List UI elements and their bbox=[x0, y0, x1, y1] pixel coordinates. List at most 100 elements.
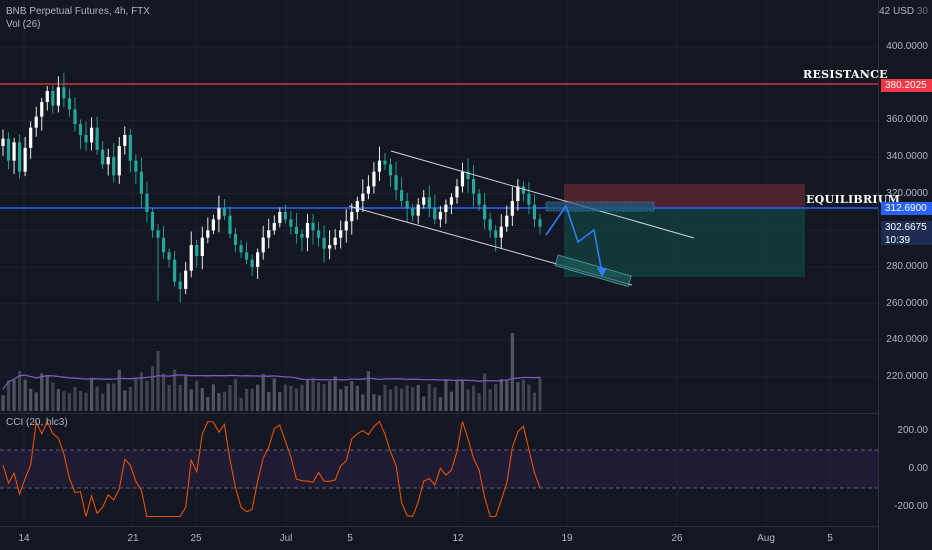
candle-body bbox=[316, 230, 321, 238]
volume-bar bbox=[322, 384, 326, 411]
volume-bar bbox=[355, 385, 359, 411]
volume-bar bbox=[34, 392, 38, 411]
candle-body bbox=[189, 245, 193, 271]
equilibrium-annotation: EQUILIBRIUM bbox=[806, 193, 901, 206]
projected-path-arrowhead bbox=[597, 268, 607, 277]
price-axis-tick: 320.0000 bbox=[886, 187, 928, 199]
candle-body bbox=[173, 259, 177, 282]
candle-body bbox=[62, 87, 66, 99]
volume-bar bbox=[51, 382, 55, 411]
candle-body bbox=[422, 197, 426, 205]
volume-bar bbox=[405, 385, 409, 411]
volume-bar bbox=[161, 373, 166, 411]
resistance-annotation: RESISTANCE bbox=[803, 68, 888, 81]
price-axis-tick: 400.0000 bbox=[886, 41, 928, 52]
volume-bar bbox=[128, 386, 132, 411]
candle-body bbox=[405, 201, 409, 209]
candle-body bbox=[23, 147, 27, 172]
candle-body bbox=[438, 212, 442, 220]
currency-label-suffix: 30 bbox=[916, 6, 928, 17]
candle-body bbox=[278, 212, 282, 223]
volume-bar bbox=[483, 373, 487, 411]
candle-body bbox=[239, 245, 243, 253]
candle-body bbox=[6, 138, 11, 161]
candle-body bbox=[51, 91, 55, 106]
volume-bar bbox=[427, 384, 431, 411]
projected-path bbox=[545, 204, 603, 274]
volume-bar bbox=[471, 385, 476, 411]
current-price-tag: 302.6675 10:39 bbox=[881, 221, 932, 246]
equilibrium-price-tag: 312.6900 bbox=[881, 202, 932, 215]
volume-bar bbox=[200, 387, 204, 411]
volume-bar bbox=[422, 396, 426, 411]
volume-bar bbox=[67, 392, 72, 411]
candle-body bbox=[145, 193, 149, 212]
candle-body bbox=[256, 252, 260, 267]
candle-body bbox=[233, 234, 238, 245]
volume-bar bbox=[23, 379, 27, 411]
time-axis-tick: 5 bbox=[347, 533, 353, 544]
retest-box-lower bbox=[554, 254, 632, 288]
time-axis-tick: 19 bbox=[561, 533, 573, 544]
price-candles bbox=[1, 72, 542, 303]
candle-body bbox=[328, 245, 332, 249]
volume-legend[interactable]: Vol (26) bbox=[6, 19, 41, 30]
candle-body bbox=[267, 230, 271, 238]
candle-body bbox=[377, 160, 382, 172]
cci-legend[interactable]: CCI (20, hlc3) bbox=[6, 417, 68, 428]
currency-label-text: 42 USD bbox=[879, 6, 915, 17]
volume-bar bbox=[156, 351, 160, 411]
candle-body bbox=[333, 237, 337, 245]
time-axis-tick: 21 bbox=[127, 533, 139, 544]
volume-bar bbox=[289, 385, 293, 411]
candle-body bbox=[84, 135, 88, 143]
volume-bar bbox=[394, 385, 398, 411]
volume-bar bbox=[150, 366, 155, 411]
channel-upper-line bbox=[390, 150, 695, 239]
price-axis-tick: 340.0000 bbox=[886, 151, 928, 162]
volume-bar bbox=[466, 389, 470, 411]
volume-bar bbox=[411, 387, 415, 411]
candle-body bbox=[488, 219, 492, 231]
candle-body bbox=[29, 127, 33, 148]
candle-body bbox=[311, 223, 315, 231]
candle-body bbox=[78, 124, 83, 135]
candle-body bbox=[134, 160, 138, 172]
volume-bar bbox=[167, 384, 171, 411]
candle-body bbox=[366, 186, 370, 194]
volume-bar bbox=[178, 384, 182, 411]
currency-label[interactable]: 42 USD 30 bbox=[879, 6, 928, 17]
volume-bar bbox=[78, 390, 83, 411]
volume-bar bbox=[272, 378, 276, 411]
price-axis-tick: 360.0000 bbox=[886, 114, 928, 126]
volume-bar bbox=[184, 375, 188, 411]
candle-body bbox=[411, 208, 415, 216]
volume-bar bbox=[494, 384, 498, 411]
volume-bar bbox=[62, 391, 66, 411]
volume-bar bbox=[438, 397, 442, 411]
candle-body bbox=[399, 190, 404, 201]
volume-bar bbox=[333, 376, 337, 411]
volume-bar bbox=[217, 392, 221, 411]
volume-bar bbox=[311, 378, 315, 411]
volume-bar bbox=[106, 383, 110, 411]
volume-bar bbox=[488, 389, 492, 411]
symbol-legend[interactable]: BNB Perpetual Futures, 4h, FTX bbox=[6, 6, 150, 17]
candle-body bbox=[471, 179, 476, 194]
volume-bar bbox=[40, 373, 44, 411]
volume-bar bbox=[261, 374, 265, 411]
candle-body bbox=[45, 91, 49, 102]
volume-bar bbox=[300, 384, 304, 411]
candle-body bbox=[244, 252, 249, 260]
volume-bar bbox=[123, 390, 127, 411]
volume-bar bbox=[305, 379, 310, 411]
candle-body bbox=[499, 226, 503, 238]
volume-bar bbox=[366, 371, 370, 411]
price-axis-tick: 260.0000 bbox=[886, 297, 928, 309]
volume-bar bbox=[477, 393, 481, 411]
candle-body bbox=[228, 215, 232, 234]
volume-bar bbox=[95, 386, 99, 411]
candle-body bbox=[272, 223, 276, 231]
time-axis-tick: 12 bbox=[452, 533, 464, 544]
